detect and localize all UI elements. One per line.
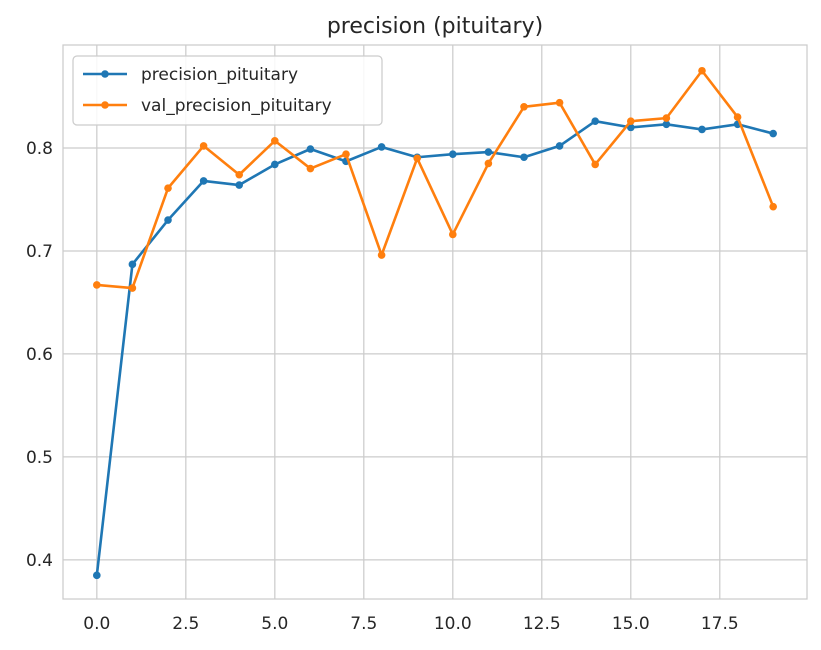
series-line [95, 119, 775, 577]
data-point [662, 114, 671, 122]
data-point [626, 117, 635, 126]
legend-label: val_precision_pituitary [141, 96, 332, 116]
series-line [95, 69, 775, 290]
data-point [377, 251, 386, 259]
legend-item: val_precision_pituitary [83, 96, 332, 116]
legend-marker [101, 101, 109, 109]
plot-area-border [62, 44, 808, 600]
data-point [306, 164, 315, 173]
data-point [413, 154, 422, 163]
legend: precision_pituitary val_precision_pituita… [72, 55, 383, 126]
data-point [555, 142, 564, 150]
data-point [235, 181, 244, 189]
data-point [448, 150, 457, 158]
data-point [591, 160, 599, 169]
y-tick-label: 0.7 [26, 242, 53, 262]
data-point [235, 170, 244, 179]
y-tick-label: 0.5 [26, 448, 53, 468]
data-point [164, 216, 172, 224]
data-point [484, 148, 493, 156]
x-tick-label: 12.5 [523, 614, 561, 634]
data-point [733, 113, 742, 121]
data-point [306, 145, 315, 153]
data-point [199, 142, 208, 150]
data-point [164, 184, 172, 192]
data-point [199, 177, 208, 185]
legend-marker [101, 70, 109, 78]
series-val-precision-pituitary [93, 66, 777, 292]
x-tick-label: 7.5 [350, 614, 377, 634]
data-point [128, 284, 137, 292]
data-point [93, 571, 101, 580]
data-point [555, 98, 564, 107]
x-tick-label: 10.0 [434, 614, 472, 634]
x-tick-label: 15.0 [612, 614, 650, 634]
data-point [93, 281, 101, 289]
chart-title: precision (pituitary) [327, 14, 543, 39]
data-point [448, 230, 457, 239]
legend-item: precision_pituitary [83, 65, 298, 85]
data-point [271, 136, 279, 145]
x-tick-label: 0.0 [83, 614, 110, 634]
tick-labels: 0.0 2.5 5.0 7.5 10.0 12.5 15.0 17.5 0.4 0.5 0.6 0.7… [26, 139, 739, 634]
x-tick-label: 5.0 [261, 614, 288, 634]
y-tick-label: 0.8 [26, 139, 53, 159]
data-point [591, 117, 599, 126]
data-point [698, 125, 706, 134]
x-tick-label: 17.5 [701, 614, 739, 634]
data-point [271, 160, 279, 169]
y-tick-label: 0.6 [26, 345, 53, 365]
series-precision-pituitary [93, 117, 777, 580]
legend-box [72, 55, 383, 126]
y-tick-label: 0.4 [26, 551, 53, 571]
data-point [377, 143, 386, 151]
data-point [484, 159, 493, 168]
data-point [128, 260, 137, 269]
data-point [520, 102, 528, 111]
data-point [342, 150, 350, 158]
data-point [520, 153, 528, 162]
x-tick-label: 2.5 [172, 614, 199, 634]
legend-label: precision_pituitary [141, 65, 298, 85]
data-point [698, 66, 706, 75]
data-point [769, 202, 777, 211]
series-layer [93, 66, 777, 580]
data-point [769, 129, 777, 138]
data-point [662, 120, 671, 129]
